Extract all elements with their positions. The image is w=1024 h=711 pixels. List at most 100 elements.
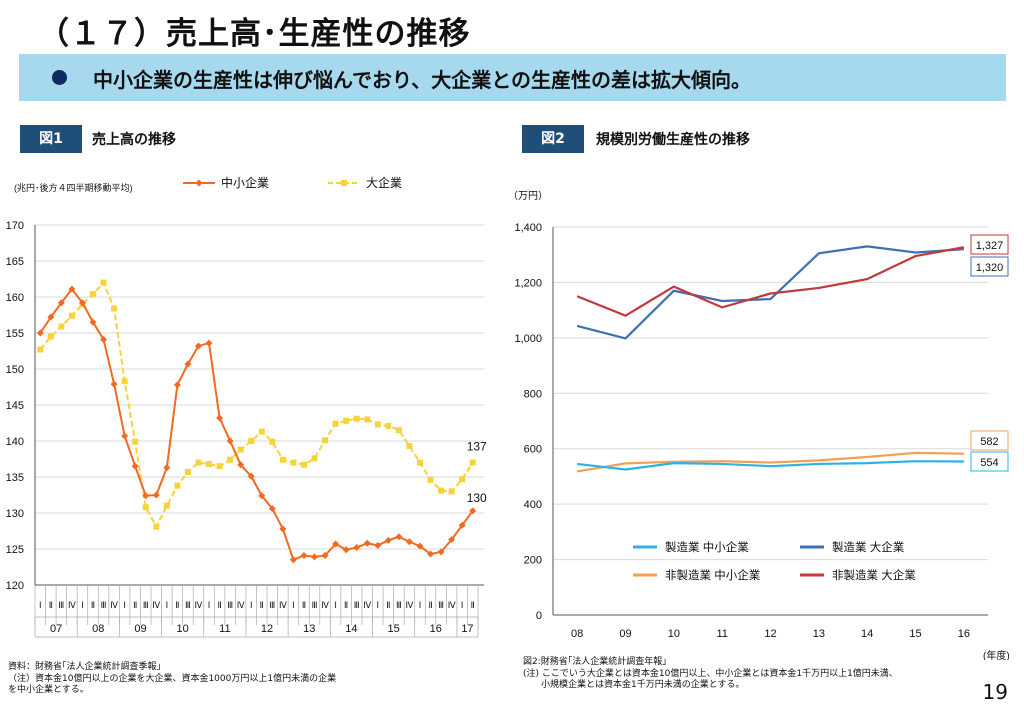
x-quarter-label: Ⅰ	[250, 600, 253, 610]
figure2-title: 規模別労働生産性の推移	[596, 132, 750, 148]
x-quarter-label: Ⅳ	[68, 600, 76, 610]
end-label-box	[970, 234, 1009, 255]
x-quarter-label: Ⅳ	[363, 600, 371, 610]
point-sme	[279, 525, 287, 533]
x-tick-label: 08	[571, 628, 583, 640]
end-label: 1,320	[976, 262, 1004, 274]
y-tick-label: 600	[524, 444, 542, 456]
end-label: 582	[980, 436, 998, 448]
point-large	[385, 422, 392, 429]
point-large	[142, 504, 149, 511]
x-tick-label: 12	[764, 628, 776, 640]
point-large	[68, 312, 75, 319]
end-label: 554	[980, 457, 998, 469]
point-sme	[205, 339, 213, 347]
x-year-label: 13	[303, 623, 315, 635]
point-sme	[258, 492, 266, 500]
y-tick-label: 1,000	[514, 333, 542, 345]
y-tick-label: 1,200	[514, 277, 542, 289]
x-quarter-label: Ⅲ	[269, 600, 275, 610]
point-large	[248, 438, 255, 444]
x-tick-label: 09	[619, 628, 631, 640]
series-line	[576, 245, 964, 340]
x-year-label: 11	[219, 623, 230, 635]
point-large	[90, 291, 97, 298]
point-large	[427, 476, 434, 483]
x-quarter-label: Ⅱ	[91, 600, 95, 610]
x-quarter-label: Ⅱ	[471, 600, 475, 610]
point-large	[227, 456, 234, 463]
x-quarter-label: Ⅳ	[237, 600, 245, 610]
point-large	[47, 333, 54, 340]
point-large	[374, 421, 381, 428]
point-sme	[131, 462, 139, 470]
y-tick-label: 200	[524, 555, 542, 567]
x-quarter-label: Ⅰ	[81, 600, 84, 610]
point-large	[184, 468, 191, 475]
point-sme	[247, 472, 255, 480]
x-quarter-label: Ⅰ	[377, 600, 380, 610]
point-sme	[89, 318, 97, 326]
point-large	[132, 438, 139, 445]
x-quarter-label: Ⅳ	[152, 600, 160, 610]
y-tick-label: 155	[6, 328, 24, 340]
productivity-chart: （万円） (年度) 0 200 400 600 800 1,000 1,200 1,400 08…	[508, 190, 1010, 660]
point-sme	[237, 461, 245, 469]
point-sme	[100, 335, 108, 343]
y-tick-label: 140	[6, 436, 24, 448]
x-quarter-label: Ⅲ	[312, 600, 318, 610]
x-quarter-label: Ⅳ	[110, 600, 118, 610]
x-year-label: 09	[134, 623, 146, 635]
point-large	[343, 417, 350, 424]
point-sme	[289, 556, 297, 564]
point-large	[58, 323, 65, 330]
x-quarter-label: Ⅲ	[143, 600, 149, 610]
x-quarter-label: Ⅰ	[39, 600, 42, 610]
point-sme	[194, 342, 202, 350]
chart1-y-unit-label: (兆円･後方４四半期移動平均)	[14, 182, 133, 193]
point-sme	[458, 521, 466, 529]
series-line	[576, 246, 965, 317]
point-sme	[110, 380, 118, 388]
end-label: 1,327	[976, 240, 1004, 252]
point-large	[364, 416, 371, 423]
point-sme	[469, 507, 477, 515]
point-sme	[427, 550, 435, 558]
point-sme	[321, 551, 329, 559]
x-tick-label: 14	[861, 628, 873, 640]
x-quarter-label: Ⅱ	[49, 600, 53, 610]
x-tick-label: 15	[909, 628, 921, 640]
y-tick-label: 130	[6, 508, 24, 520]
note-line: (注) ここでいう大企業とは資本金10億円以上、中小企業とは資本金1千万円以上1…	[523, 668, 898, 679]
x-quarter-label: Ⅰ	[208, 600, 211, 610]
x-year-label: 17	[461, 623, 473, 635]
x-quarter-label: Ⅰ	[123, 600, 126, 610]
x-quarter-label: Ⅰ	[166, 600, 169, 610]
point-large	[322, 437, 329, 444]
x-quarter-label: Ⅲ	[227, 600, 233, 610]
chart2-y-unit-label: （万円）	[508, 190, 548, 202]
y-tick-label: 165	[6, 256, 24, 268]
point-sme	[416, 542, 424, 550]
summary-text: 中小企業の生産性は伸び悩んでおり、大企業との生産性の差は拡大傾向。	[93, 68, 751, 92]
x-year-label: 15	[387, 623, 399, 635]
point-large	[153, 523, 160, 530]
point-sme	[437, 548, 445, 556]
x-quarter-label: Ⅲ	[438, 600, 444, 610]
point-sme	[268, 505, 276, 513]
end-label-large: 137	[467, 440, 487, 454]
y-tick-label: 145	[6, 400, 24, 412]
point-sme	[152, 491, 160, 499]
point-sme	[47, 313, 55, 321]
figure1-badge: 図1	[20, 125, 82, 153]
point-large	[237, 446, 244, 453]
point-sme	[384, 536, 392, 544]
x-quarter-label: Ⅲ	[354, 600, 360, 610]
point-large	[311, 455, 318, 462]
point-large	[353, 415, 360, 422]
x-quarter-label: Ⅱ	[133, 600, 137, 610]
point-large	[459, 476, 466, 483]
point-sme	[448, 536, 456, 544]
point-large	[37, 346, 44, 353]
x-quarter-label: Ⅰ	[419, 600, 422, 610]
